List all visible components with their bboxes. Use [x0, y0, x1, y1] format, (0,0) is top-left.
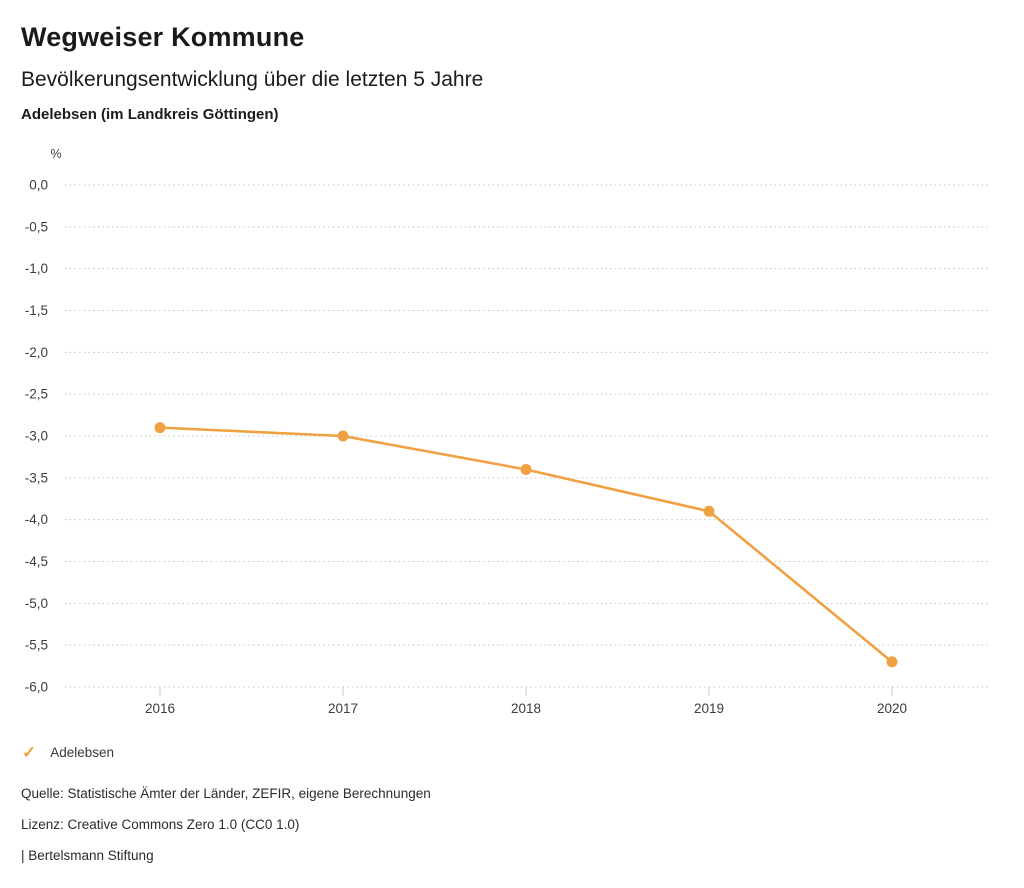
data-point-marker[interactable]	[886, 656, 898, 668]
legend[interactable]: ✓ Adelebsen	[22, 744, 114, 761]
chart-title: Bevölkerungsentwicklung über die letzten…	[21, 68, 484, 91]
source-note: Quelle: Statistische Ämter der Länder, Z…	[21, 786, 431, 801]
y-tick-label: -5,5	[25, 638, 48, 653]
legend-check-icon: ✓	[22, 743, 37, 762]
data-point-marker[interactable]	[337, 430, 349, 442]
y-tick-label: -1,5	[25, 303, 48, 318]
y-tick-label: -2,5	[25, 387, 48, 402]
y-tick-label: -6,0	[25, 680, 48, 695]
x-tick-label: 2018	[511, 701, 541, 716]
x-tick-label: 2016	[145, 701, 175, 716]
y-tick-label: -3,5	[25, 470, 48, 485]
data-point-marker[interactable]	[154, 422, 166, 434]
series-line	[158, 426, 894, 664]
page-title: Wegweiser Kommune	[21, 22, 305, 52]
y-tick-label: -4,0	[25, 512, 48, 527]
data-point-marker[interactable]	[703, 505, 715, 517]
y-tick-label: -0,5	[25, 219, 48, 234]
y-tick-label: -2,0	[25, 345, 48, 360]
chart-region-subtitle: Adelebsen (im Landkreis Göttingen)	[21, 106, 279, 123]
y-tick-label: -1,0	[25, 261, 48, 276]
line-chart: % 0,0 -0,5 -1,0 -1,5 -2,0 -2,5 -3,0 -3,5 -4,0 -4,5…	[25, 147, 990, 716]
y-axis-unit-label: %	[50, 147, 61, 161]
x-tick-label: 2020	[877, 701, 907, 716]
x-tick-label: 2019	[694, 701, 724, 716]
legend-label: Adelebsen	[50, 745, 115, 760]
y-tick-label: -3,0	[25, 429, 48, 444]
x-tick-label: 2017	[328, 701, 358, 716]
y-tick-label: -5,0	[25, 596, 48, 611]
data-point-marker[interactable]	[520, 463, 532, 475]
license-note: Lizenz: Creative Commons Zero 1.0 (CC0 1…	[21, 817, 300, 832]
y-tick-label: 0,0	[29, 178, 48, 193]
y-tick-label: -4,5	[25, 554, 48, 569]
attribution-note: | Bertelsmann Stiftung	[21, 848, 154, 863]
